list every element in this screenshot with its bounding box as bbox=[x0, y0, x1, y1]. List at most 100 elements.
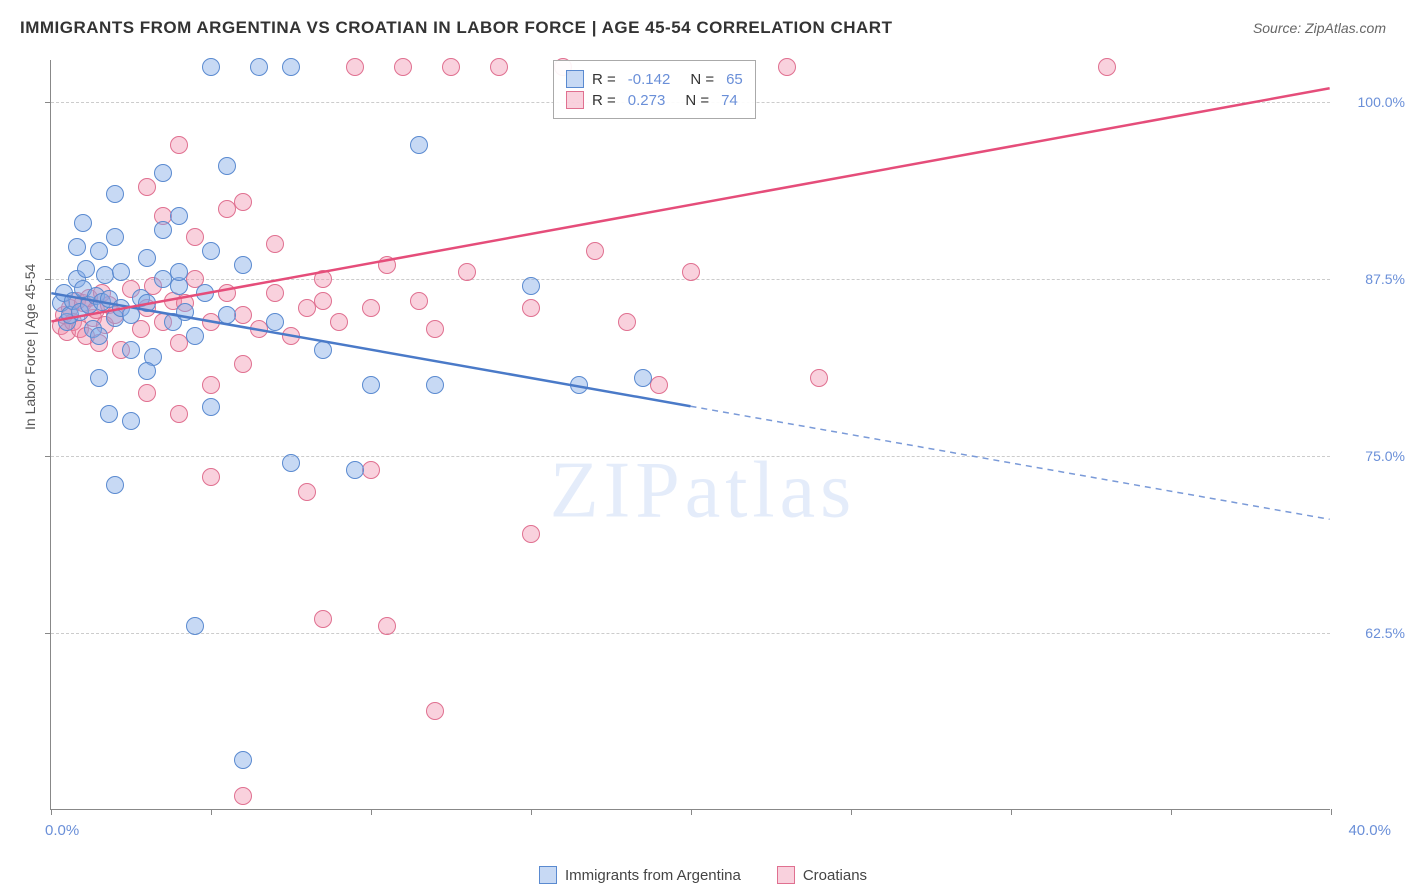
data-point bbox=[202, 376, 220, 394]
data-point bbox=[362, 376, 380, 394]
swatch-pink-icon bbox=[566, 91, 584, 109]
data-point bbox=[106, 185, 124, 203]
data-point bbox=[266, 284, 284, 302]
data-point bbox=[154, 164, 172, 182]
legend-item-croatians: Croatians bbox=[777, 866, 867, 884]
data-point bbox=[586, 242, 604, 260]
data-point bbox=[74, 214, 92, 232]
data-point bbox=[298, 483, 316, 501]
data-point bbox=[618, 313, 636, 331]
data-point bbox=[314, 270, 332, 288]
data-point bbox=[170, 405, 188, 423]
data-point bbox=[234, 787, 252, 805]
data-point bbox=[90, 369, 108, 387]
data-point bbox=[634, 369, 652, 387]
data-point bbox=[170, 136, 188, 154]
n-value-argentina: 65 bbox=[726, 71, 743, 88]
data-point bbox=[218, 157, 236, 175]
data-point bbox=[218, 284, 236, 302]
correlation-box: R = -0.142 N = 65 R = 0.273 N = 74 bbox=[553, 60, 756, 119]
data-point bbox=[196, 284, 214, 302]
data-point bbox=[346, 58, 364, 76]
data-point bbox=[68, 238, 86, 256]
legend-item-argentina: Immigrants from Argentina bbox=[539, 866, 741, 884]
data-point bbox=[378, 617, 396, 635]
data-point bbox=[522, 525, 540, 543]
data-point bbox=[154, 270, 172, 288]
data-point bbox=[410, 292, 428, 310]
r-label: R = bbox=[592, 71, 616, 88]
data-point bbox=[346, 461, 364, 479]
x-max-label: 40.0% bbox=[1348, 822, 1391, 839]
data-point bbox=[426, 320, 444, 338]
data-point bbox=[522, 277, 540, 295]
swatch-blue-icon bbox=[566, 70, 584, 88]
gridline bbox=[51, 633, 1330, 634]
data-point bbox=[410, 136, 428, 154]
data-point bbox=[170, 263, 188, 281]
data-point bbox=[234, 256, 252, 274]
r-label: R = bbox=[592, 92, 616, 109]
data-point bbox=[186, 228, 204, 246]
data-point bbox=[138, 249, 156, 267]
data-point bbox=[458, 263, 476, 281]
r-value-croatians: 0.273 bbox=[628, 92, 666, 109]
data-point bbox=[77, 260, 95, 278]
data-point bbox=[202, 468, 220, 486]
data-point bbox=[330, 313, 348, 331]
data-point bbox=[234, 306, 252, 324]
data-point bbox=[426, 376, 444, 394]
legend-bottom: Immigrants from Argentina Croatians bbox=[0, 866, 1406, 884]
data-point bbox=[570, 376, 588, 394]
data-point bbox=[234, 193, 252, 211]
swatch-blue-icon bbox=[539, 866, 557, 884]
y-tick-label: 62.5% bbox=[1365, 625, 1405, 641]
data-point bbox=[378, 256, 396, 274]
data-point bbox=[362, 461, 380, 479]
data-point bbox=[810, 369, 828, 387]
correlation-row-croatians: R = 0.273 N = 74 bbox=[566, 91, 743, 109]
data-point bbox=[138, 362, 156, 380]
data-point bbox=[394, 58, 412, 76]
data-point bbox=[96, 266, 114, 284]
y-tick-label: 87.5% bbox=[1365, 271, 1405, 287]
n-value-croatians: 74 bbox=[721, 92, 738, 109]
data-point bbox=[234, 355, 252, 373]
swatch-pink-icon bbox=[777, 866, 795, 884]
data-point bbox=[282, 454, 300, 472]
data-point bbox=[100, 405, 118, 423]
data-point bbox=[106, 476, 124, 494]
data-point bbox=[186, 617, 204, 635]
data-point bbox=[112, 263, 130, 281]
data-point bbox=[314, 341, 332, 359]
legend-label-argentina: Immigrants from Argentina bbox=[565, 867, 741, 884]
data-point bbox=[282, 327, 300, 345]
x-min-label: 0.0% bbox=[45, 822, 79, 839]
data-point bbox=[202, 58, 220, 76]
n-label: N = bbox=[685, 92, 709, 109]
data-point bbox=[522, 299, 540, 317]
data-point bbox=[138, 294, 156, 312]
data-point bbox=[138, 178, 156, 196]
y-tick-label: 100.0% bbox=[1358, 94, 1405, 110]
data-point bbox=[186, 327, 204, 345]
data-point bbox=[90, 242, 108, 260]
data-point bbox=[176, 303, 194, 321]
data-point bbox=[122, 306, 140, 324]
data-point bbox=[314, 610, 332, 628]
data-point bbox=[266, 235, 284, 253]
data-point bbox=[170, 207, 188, 225]
data-point bbox=[90, 327, 108, 345]
gridline bbox=[51, 456, 1330, 457]
data-point bbox=[650, 376, 668, 394]
data-point bbox=[138, 384, 156, 402]
data-point bbox=[218, 306, 236, 324]
data-point bbox=[1098, 58, 1116, 76]
data-point bbox=[426, 702, 444, 720]
data-point bbox=[314, 292, 332, 310]
data-point bbox=[202, 242, 220, 260]
data-point bbox=[362, 299, 380, 317]
r-value-argentina: -0.142 bbox=[628, 71, 671, 88]
data-point bbox=[122, 412, 140, 430]
legend-label-croatians: Croatians bbox=[803, 867, 867, 884]
